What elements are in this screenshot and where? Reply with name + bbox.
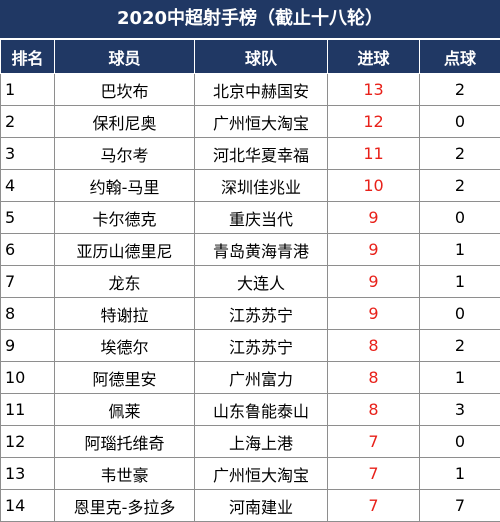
goals-cell: 7 <box>328 490 420 522</box>
penalties-cell: 7 <box>420 490 500 522</box>
goals-cell: 9 <box>328 266 420 298</box>
player-cell: 巴坎布 <box>55 74 195 106</box>
penalties-cell: 0 <box>420 106 500 138</box>
rank-cell: 9 <box>1 330 55 362</box>
rank-cell: 10 <box>1 362 55 394</box>
team-cell: 江苏苏宁 <box>195 330 328 362</box>
team-cell: 广州富力 <box>195 362 328 394</box>
player-cell: 韦世豪 <box>55 458 195 490</box>
sheet-title: 2020中超射手榜（截止十八轮） <box>0 0 500 39</box>
rank-cell: 12 <box>1 426 55 458</box>
player-cell: 亚历山德里尼 <box>55 234 195 266</box>
penalties-cell: 0 <box>420 298 500 330</box>
team-cell: 上海上港 <box>195 426 328 458</box>
goals-cell: 8 <box>328 362 420 394</box>
goals-cell: 13 <box>328 74 420 106</box>
header-rank: 排名 <box>1 40 55 74</box>
goals-cell: 9 <box>328 298 420 330</box>
goals-cell: 10 <box>328 170 420 202</box>
penalties-cell: 1 <box>420 266 500 298</box>
player-cell: 马尔考 <box>55 138 195 170</box>
penalties-cell: 2 <box>420 170 500 202</box>
penalties-cell: 3 <box>420 394 500 426</box>
rank-cell: 3 <box>1 138 55 170</box>
rank-cell: 5 <box>1 202 55 234</box>
header-row: 排名 球员 球队 进球 点球 <box>1 40 500 74</box>
goals-cell: 9 <box>328 202 420 234</box>
team-cell: 大连人 <box>195 266 328 298</box>
header-player: 球员 <box>55 40 195 74</box>
rank-cell: 2 <box>1 106 55 138</box>
team-cell: 河南建业 <box>195 490 328 522</box>
penalties-cell: 1 <box>420 458 500 490</box>
player-cell: 卡尔德克 <box>55 202 195 234</box>
header-goals: 进球 <box>328 40 420 74</box>
team-cell: 青岛黄海青港 <box>195 234 328 266</box>
goals-cell: 12 <box>328 106 420 138</box>
team-cell: 山东鲁能泰山 <box>195 394 328 426</box>
player-cell: 阿德里安 <box>55 362 195 394</box>
penalties-cell: 2 <box>420 138 500 170</box>
team-cell: 广州恒大淘宝 <box>195 106 328 138</box>
player-cell: 阿瑙托维奇 <box>55 426 195 458</box>
goals-cell: 8 <box>328 394 420 426</box>
player-cell: 埃德尔 <box>55 330 195 362</box>
goals-cell: 7 <box>328 426 420 458</box>
goals-cell: 8 <box>328 330 420 362</box>
rank-cell: 4 <box>1 170 55 202</box>
goals-cell: 11 <box>328 138 420 170</box>
team-cell: 江苏苏宁 <box>195 298 328 330</box>
goals-cell: 7 <box>328 458 420 490</box>
rank-cell: 13 <box>1 458 55 490</box>
player-cell: 佩莱 <box>55 394 195 426</box>
player-cell: 约翰-马里 <box>55 170 195 202</box>
team-cell: 重庆当代 <box>195 202 328 234</box>
rank-cell: 7 <box>1 266 55 298</box>
header-team: 球队 <box>195 40 328 74</box>
team-cell: 河北华夏幸福 <box>195 138 328 170</box>
penalties-cell: 2 <box>420 330 500 362</box>
player-cell: 龙东 <box>55 266 195 298</box>
rank-cell: 14 <box>1 490 55 522</box>
penalties-cell: 0 <box>420 202 500 234</box>
team-cell: 深圳佳兆业 <box>195 170 328 202</box>
player-cell: 恩里克-多拉多 <box>55 490 195 522</box>
rank-cell: 1 <box>1 74 55 106</box>
penalties-cell: 1 <box>420 362 500 394</box>
goals-cell: 9 <box>328 234 420 266</box>
team-cell: 北京中赫国安 <box>195 74 328 106</box>
player-cell: 保利尼奥 <box>55 106 195 138</box>
penalties-cell: 2 <box>420 74 500 106</box>
player-cell: 特谢拉 <box>55 298 195 330</box>
rank-cell: 11 <box>1 394 55 426</box>
team-cell: 广州恒大淘宝 <box>195 458 328 490</box>
header-penalties: 点球 <box>420 40 500 74</box>
rank-cell: 8 <box>1 298 55 330</box>
penalties-cell: 0 <box>420 426 500 458</box>
penalties-cell: 1 <box>420 234 500 266</box>
rank-cell: 6 <box>1 234 55 266</box>
